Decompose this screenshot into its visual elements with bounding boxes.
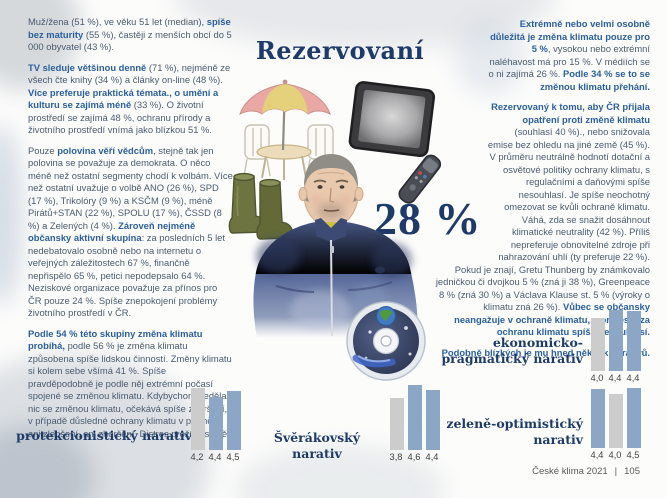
bar (591, 389, 605, 448)
highlighted-text: Podle 34 % se to se změnou klimatu přehá… (540, 68, 650, 92)
highlighted-text: Vůbec se občansky neangažuje v ochraně k… (454, 301, 650, 337)
body-text: (33 %). O životní prostředí se zajímá 48… (28, 99, 212, 135)
narrative-chart-sverakovsky: 3,8 4,6 4,4 (390, 385, 440, 462)
paragraph-media-habits: TV sleduje většinou denně (71 %), nejmén… (28, 62, 233, 137)
bar (609, 310, 623, 371)
bar (591, 318, 605, 371)
paragraph-climate-views: Podle 54 % této skupiny změna klimatu pr… (28, 328, 233, 441)
narrative-label-economic-pragmatic: ekonomicko-pragmatický narativ (441, 335, 583, 366)
highlighted-text: spíše bez maturity (28, 16, 231, 40)
footer-report-title: České klima 2021 (532, 466, 608, 477)
body-text: (55 %), častěji z menších obcí do 5 000 … (28, 28, 232, 53)
body-text: , vysokou nebo extrémní naléhavost má pr… (488, 43, 650, 79)
bar-value: 4,4 (608, 373, 622, 383)
tv-illustration (348, 81, 436, 158)
patio-umbrella-illustration (239, 79, 331, 151)
rubber-boots-illustration (228, 172, 294, 240)
footer-page-number: 105 (624, 466, 640, 477)
bar-value: 3,8 (389, 452, 403, 462)
highlighted-text: TV sleduje většinou denně (28, 61, 147, 73)
bar-value: 4,0 (608, 450, 622, 460)
remote-control-illustration (398, 154, 442, 204)
segment-collage-illustration (228, 79, 442, 381)
paragraph-demographics: Muž/žena (51 %), ve věku 51 let (median)… (28, 16, 233, 54)
bar-value: 4,6 (407, 452, 421, 462)
right-text-column: Extrémně nebo velmi osobně důležitá je z… (431, 18, 650, 367)
bar (408, 385, 422, 450)
bar (227, 391, 241, 450)
segment-share-percent: 28 % (374, 193, 482, 244)
bar-group (591, 310, 641, 371)
narrative-chart-economic-pragmatic: 4,0 4,4 4,4 (591, 310, 641, 383)
paragraph-narratives-intro: Podobně blízkých je mu hned několik nara… (431, 347, 650, 360)
footer-separator: | (614, 466, 618, 477)
bar-values: 4,4 4,0 4,5 (589, 450, 641, 460)
bar-group (591, 388, 641, 448)
bar-value: 4,0 (590, 373, 604, 383)
left-text-column: Muž/žena (51 %), ve věku 51 let (median)… (28, 16, 233, 448)
bar-value: 4,4 (626, 373, 640, 383)
bar-value: 4,5 (626, 450, 640, 460)
narrative-chart-protectionist: 4,2 4,4 4,5 (191, 388, 241, 462)
narrative-label-protectionist: protekcionistický narativ (16, 428, 192, 443)
bar-value: 4,5 (226, 452, 240, 462)
bar (209, 397, 223, 450)
page-footer: České klima 2021 | 105 (532, 466, 640, 477)
highlighted-text: Více preferuje praktická témata., o uměn… (28, 86, 219, 111)
bar-value: 4,4 (425, 452, 439, 462)
narrative-label-sverakovsky: Švěrákovský narativ (273, 430, 361, 461)
bar-values: 3,8 4,6 4,4 (388, 452, 440, 462)
bar-group (191, 388, 241, 450)
body-text: (souhlasí 40 %)., nebo snižovala emise b… (435, 126, 650, 312)
bar (609, 394, 623, 448)
bar (627, 388, 641, 448)
body-text: : za posledních 5 let nedebatovalo osobn… (28, 232, 225, 318)
narrative-label-green-optimistic: zeleně-optimistický narativ (446, 416, 583, 447)
bar-value: 4,4 (590, 450, 604, 460)
bar-group (390, 385, 440, 450)
bar-values: 4,2 4,4 4,5 (189, 452, 241, 462)
page-title: Rezervovaní (255, 36, 425, 65)
bar-values: 4,0 4,4 4,4 (589, 373, 641, 383)
highlighted-text: Podobně blízkých je mu hned několik nara… (441, 346, 650, 358)
paragraph-climate-policy: Rezervovaný k tomu, aby ČR přijala opatř… (431, 101, 650, 339)
highlighted-text: Rezervovaný k tomu, aby ČR přijala opatř… (491, 101, 650, 125)
body-text: podle 56 % je změna klimatu způsobena sp… (28, 340, 232, 439)
bar (426, 390, 440, 450)
body-text: , stejně tak jen polovina se považuje za… (28, 144, 233, 231)
highlighted-text: polovina věří vědcům (57, 144, 154, 156)
highlighted-text: Zároveň nejméně občansky aktivní skupina (28, 219, 196, 244)
narrative-chart-green-optimistic: 4,4 4,0 4,5 (591, 388, 641, 460)
body-text: (71 %), nejméně ze všech čte knihy (34 %… (28, 61, 231, 86)
bar (191, 388, 205, 450)
paragraph-climate-importance: Extrémně nebo velmi osobně důležitá je z… (431, 18, 650, 93)
highlighted-text: Extrémně nebo velmi osobně důležitá je z… (490, 18, 650, 54)
bar-value: 4,4 (208, 452, 222, 462)
body-text: Pouze (28, 144, 58, 156)
bar-value: 4,2 (190, 452, 204, 462)
bar (627, 311, 641, 371)
garden-table-illustration (256, 144, 312, 180)
bar (390, 398, 404, 450)
body-text: Muž/žena (51 %), ve věku 51 let (median)… (28, 16, 207, 27)
highlighted-text: Podle 54 % této skupiny změna klimatu pr… (28, 327, 203, 352)
dvd-disc-illustration (346, 301, 426, 381)
paragraph-civic-activity: Pouze polovina věří vědcům, stejně tak j… (28, 145, 233, 320)
